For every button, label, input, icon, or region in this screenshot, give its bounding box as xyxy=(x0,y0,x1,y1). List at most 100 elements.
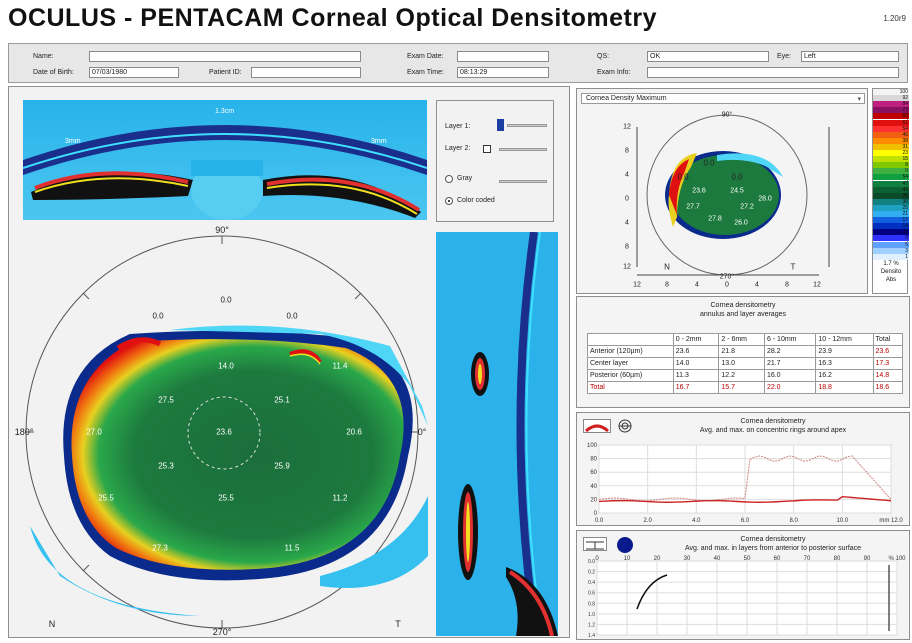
chart1-x-tick: 8.0 xyxy=(789,518,798,524)
chart1-subtitle: Avg. and max. on concentric rings around… xyxy=(699,427,847,434)
legend-swatch: 77 xyxy=(873,107,909,114)
chart1-x-tick: 4.0 xyxy=(692,518,701,524)
layer2-slider[interactable] xyxy=(499,148,547,151)
gray-label: Gray xyxy=(457,175,473,182)
chart1-y-tick: 40 xyxy=(590,484,597,490)
chart1-x-tick: 2.0 xyxy=(643,518,652,524)
table-cell: 13.0 xyxy=(718,357,765,370)
small-x-tick-6: 12 xyxy=(813,281,821,289)
legend-swatch: 84 xyxy=(873,101,909,108)
chart1-max-curve xyxy=(598,455,892,502)
small-value-9: 26.0 xyxy=(734,219,748,227)
layer2-label: Layer 2: xyxy=(445,145,471,152)
main-value-11: 25.9 xyxy=(274,461,290,471)
chart1-y-tick: 100 xyxy=(587,443,598,449)
name-label: Name: xyxy=(33,53,54,60)
small-y-tick-6: 12 xyxy=(623,263,631,271)
gray-radio[interactable] xyxy=(445,175,453,183)
dob-label: Date of Birth: xyxy=(33,69,74,76)
main-value-1: 0.0 xyxy=(152,311,164,321)
small-angle-top: 90° xyxy=(721,111,733,119)
small-value-3: 23.6 xyxy=(692,187,706,195)
layer1-slider[interactable] xyxy=(507,124,547,127)
legend-swatch: 8 xyxy=(873,235,909,242)
legend-swatch: 25 xyxy=(873,204,909,211)
table-cell: 15.7 xyxy=(718,381,765,394)
gray-slider[interactable] xyxy=(499,180,547,183)
small-corner-n: N xyxy=(664,262,670,272)
small-y-tick-2: 4 xyxy=(625,171,629,179)
main-value-14: 11.2 xyxy=(332,493,348,503)
chevron-down-icon[interactable]: ▾ xyxy=(857,96,861,103)
cornea-circle-icon[interactable] xyxy=(617,537,633,553)
main-value-16: 11.5 xyxy=(284,543,300,553)
exam-date-label: Exam Date: xyxy=(407,53,444,60)
patient-id-field[interactable] xyxy=(251,67,361,78)
exam-time-field[interactable]: 08:13:29 xyxy=(457,67,549,78)
dob-field[interactable]: 07/03/1980 xyxy=(89,67,179,78)
main-value-13: 25.5 xyxy=(218,493,234,503)
table-header-cell: 10 - 12mm xyxy=(815,333,874,346)
chart1-y-tick: 80 xyxy=(590,457,597,463)
rings-chart-panel: Cornea densitometry Avg. and max. on con… xyxy=(576,412,910,526)
chart2-x-tick: 90 xyxy=(864,556,871,562)
map-type-dropdown[interactable]: Cornea Density Maximum xyxy=(581,93,865,104)
rings-chart: 100 80 60 40 20 00.0 2.0 4.0 6.0 8.0 10.0 mm 12.0 xyxy=(587,443,903,524)
main-value-3: 14.0 xyxy=(218,361,234,371)
legend-swatch: 14 xyxy=(873,223,909,230)
row-label: Center layer xyxy=(587,357,674,370)
small-density-map: 0.0 0.0 0.0 23.6 24.5 28.0 27.7 27.2 27.… xyxy=(597,107,861,293)
table-cell: 16.2 xyxy=(815,369,874,382)
table-header-cell: 0 - 2mm xyxy=(672,333,720,346)
scheimpflug-label-center: 1.3cm xyxy=(215,108,235,115)
name-field[interactable] xyxy=(89,51,361,62)
scheimpflug-image: 1.3cm 3mm 3mm xyxy=(22,100,428,220)
chart2-y-tick: 1.2 xyxy=(588,622,595,628)
small-y-tick-1: 8 xyxy=(625,147,629,155)
legend-swatch: 11 xyxy=(873,229,909,236)
table-cell: 16.3 xyxy=(815,357,874,370)
main-value-12: 25.5 xyxy=(98,493,114,503)
chart2-y-tick: 1.4 xyxy=(588,633,595,639)
density-table-panel: Cornea densitometry annulus and layer av… xyxy=(576,296,910,408)
small-x-tick-3: 0 xyxy=(725,281,729,289)
table-cell: 14.8 xyxy=(872,369,904,382)
table-cell: 16.0 xyxy=(763,369,817,382)
legend-swatch: 47 xyxy=(873,180,909,187)
app-title: OCULUS - PENTACAM Corneal Optical Densit… xyxy=(8,4,658,32)
small-x-tick-0: 12 xyxy=(633,281,641,289)
legend-swatch: 92 xyxy=(873,95,909,102)
exam-info-field[interactable] xyxy=(647,67,899,78)
table-header-cell: Total xyxy=(872,333,904,346)
exam-date-field[interactable] xyxy=(457,51,549,62)
table-cell: 18.8 xyxy=(815,381,874,394)
layer2-checkbox[interactable] xyxy=(483,145,491,153)
legend-swatch: 54 xyxy=(873,125,909,132)
table-row: Anterior (120µm) 23.6 21.8 28.2 23.9 23.… xyxy=(587,345,904,358)
layer1-slider-thumb[interactable] xyxy=(497,119,504,131)
chart2-y-tick: 0.0 xyxy=(588,559,595,565)
table-row: Center layer 14.0 13.0 21.7 16.3 17.3 xyxy=(587,357,904,370)
cornea-section-icon[interactable] xyxy=(583,419,611,433)
table-header-row: 0 - 2mm 2 - 6mm 6 - 10mm 10 - 12mm Total xyxy=(587,333,904,346)
small-y-tick-0: 12 xyxy=(623,123,631,131)
legend-swatch: 8 xyxy=(873,162,909,169)
legend-swatch: 54 xyxy=(873,174,909,181)
qs-field[interactable]: OK xyxy=(647,51,769,62)
color-coded-radio[interactable] xyxy=(445,197,453,205)
chart2-x-tick: 60 xyxy=(774,556,781,562)
legend-swatch: 100 xyxy=(873,89,909,95)
main-value-5: 27.5 xyxy=(158,395,174,405)
main-value-2: 0.0 xyxy=(286,311,298,321)
small-value-2: 0.0 xyxy=(731,172,743,182)
table-cell: 18.6 xyxy=(872,381,904,394)
eye-field[interactable]: Left xyxy=(801,51,899,62)
density-table: 0 - 2mm 2 - 6mm 6 - 10mm 10 - 12mm Total… xyxy=(587,333,904,394)
rings-icon[interactable] xyxy=(617,419,633,433)
legend-swatch: 3 xyxy=(873,247,909,254)
layer-profile-icon[interactable] xyxy=(583,537,607,551)
chart1-avg-curve xyxy=(598,495,892,503)
small-y-tick-4: 4 xyxy=(625,219,629,227)
layer-controls: Layer 1: Layer 2: Gray Color coded xyxy=(436,100,554,222)
small-value-0: 0.0 xyxy=(703,158,715,168)
